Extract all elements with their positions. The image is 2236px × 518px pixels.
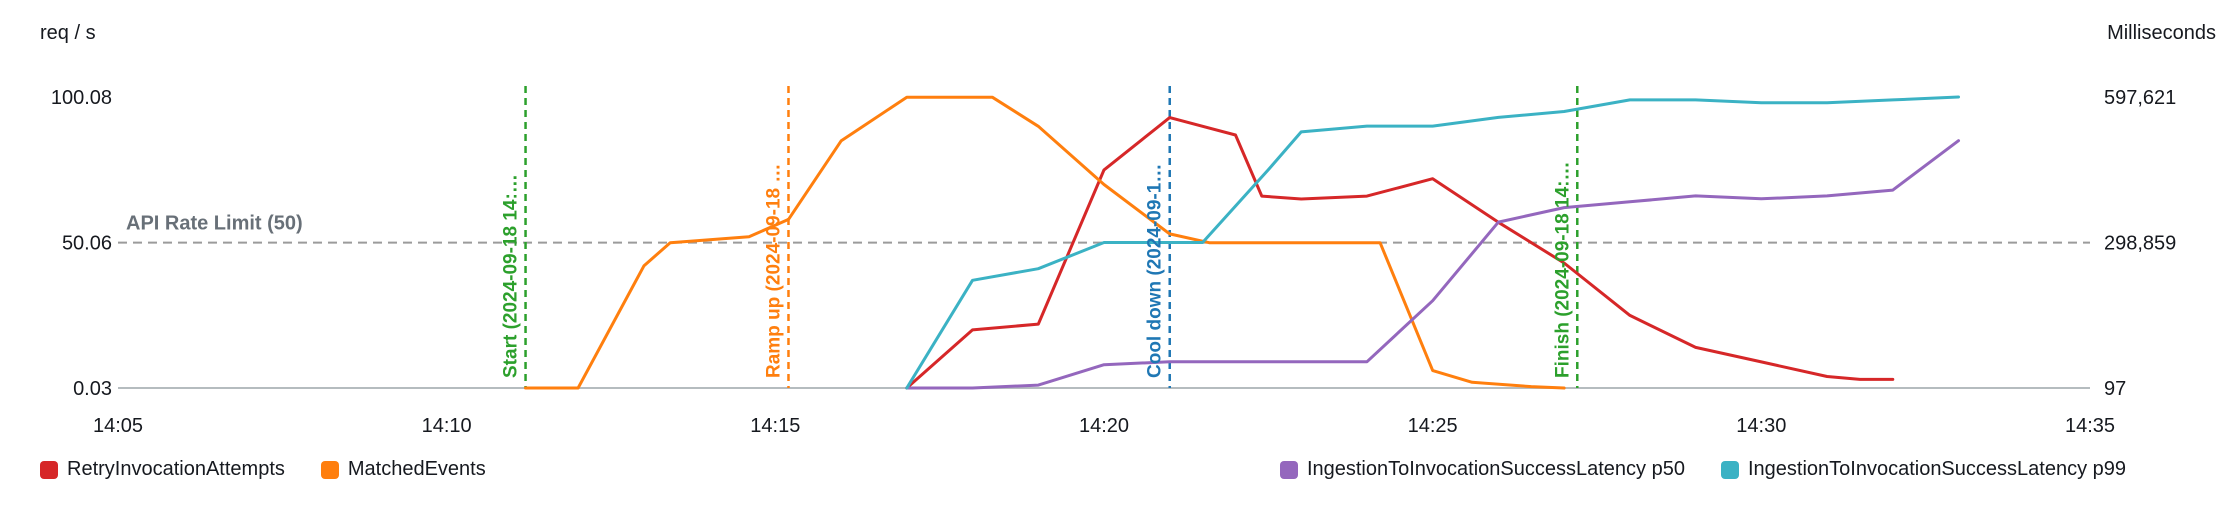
left-axis-tick: 50.06 [62, 233, 112, 255]
x-axis-tick: 14:20 [1079, 415, 1129, 437]
annotation-label: Finish (2024-09-18 14:… [1552, 162, 1573, 378]
series-line-retryinvocationattempts [905, 116, 1895, 390]
legend-color-marker [40, 460, 58, 479]
chart-legend: RetryInvocationAttempts MatchedEvents Ing… [40, 458, 2126, 481]
legend-label: IngestionToInvocationSuccessLatency p99 [1747, 458, 2126, 480]
legend-color-marker [1279, 460, 1298, 479]
legend-label: RetryInvocationAttempts [67, 458, 285, 480]
legend-color-marker [1720, 460, 1739, 479]
right-axis-tick: 298,859 [2104, 233, 2176, 255]
legend-item-ingestiontoinvocationsuccesslatency-p99[interactable]: IngestionToInvocationSuccessLatency p99 [1720, 458, 2126, 481]
x-axis-tick: 14:10 [422, 415, 472, 437]
series-line-ingestiontoinvocationsuccesslatency-p50 [905, 139, 1960, 390]
legend-item-matchedevents[interactable]: MatchedEvents [320, 458, 486, 481]
left-axis-tick: 0.03 [73, 378, 112, 400]
left-axis-unit-label: req / s [40, 22, 96, 44]
legend-item-retryinvocationattempts[interactable]: RetryInvocationAttempts [40, 458, 285, 481]
left-axis-tick: 100.08 [51, 87, 112, 109]
annotation-label: Ramp up (2024-09-18 … [763, 164, 784, 378]
x-axis-tick: 14:15 [750, 415, 800, 437]
x-axis-tick: 14:30 [1736, 415, 1786, 437]
legend-color-marker [320, 460, 339, 479]
api-rate-limit-label: API Rate Limit (50) [126, 213, 303, 235]
annotation-label: Start (2024-09-18 14:… [501, 174, 522, 378]
legend-group-right: IngestionToInvocationSuccessLatency p50 I… [1279, 458, 2126, 481]
series-line-ingestiontoinvocationsuccesslatency-p99 [905, 95, 1960, 390]
series-line-matchedevents [524, 95, 1566, 390]
legend-group-left: RetryInvocationAttempts MatchedEvents [40, 458, 486, 481]
legend-label: IngestionToInvocationSuccessLatency p50 [1306, 458, 1685, 480]
right-axis-unit-label: Milliseconds [2107, 22, 2216, 44]
legend-label: MatchedEvents [347, 458, 486, 480]
legend-item-ingestiontoinvocationsuccesslatency-p50[interactable]: IngestionToInvocationSuccessLatency p50 [1279, 458, 1685, 481]
right-axis-tick: 97 [2104, 378, 2126, 400]
annotation-label: Cool down (2024-09-1… [1145, 164, 1166, 378]
x-axis-tick: 14:25 [1408, 415, 1458, 437]
right-axis-tick: 597,621 [2104, 87, 2176, 109]
x-axis-tick: 14:05 [93, 415, 143, 437]
x-axis-tick: 14:35 [2065, 415, 2115, 437]
